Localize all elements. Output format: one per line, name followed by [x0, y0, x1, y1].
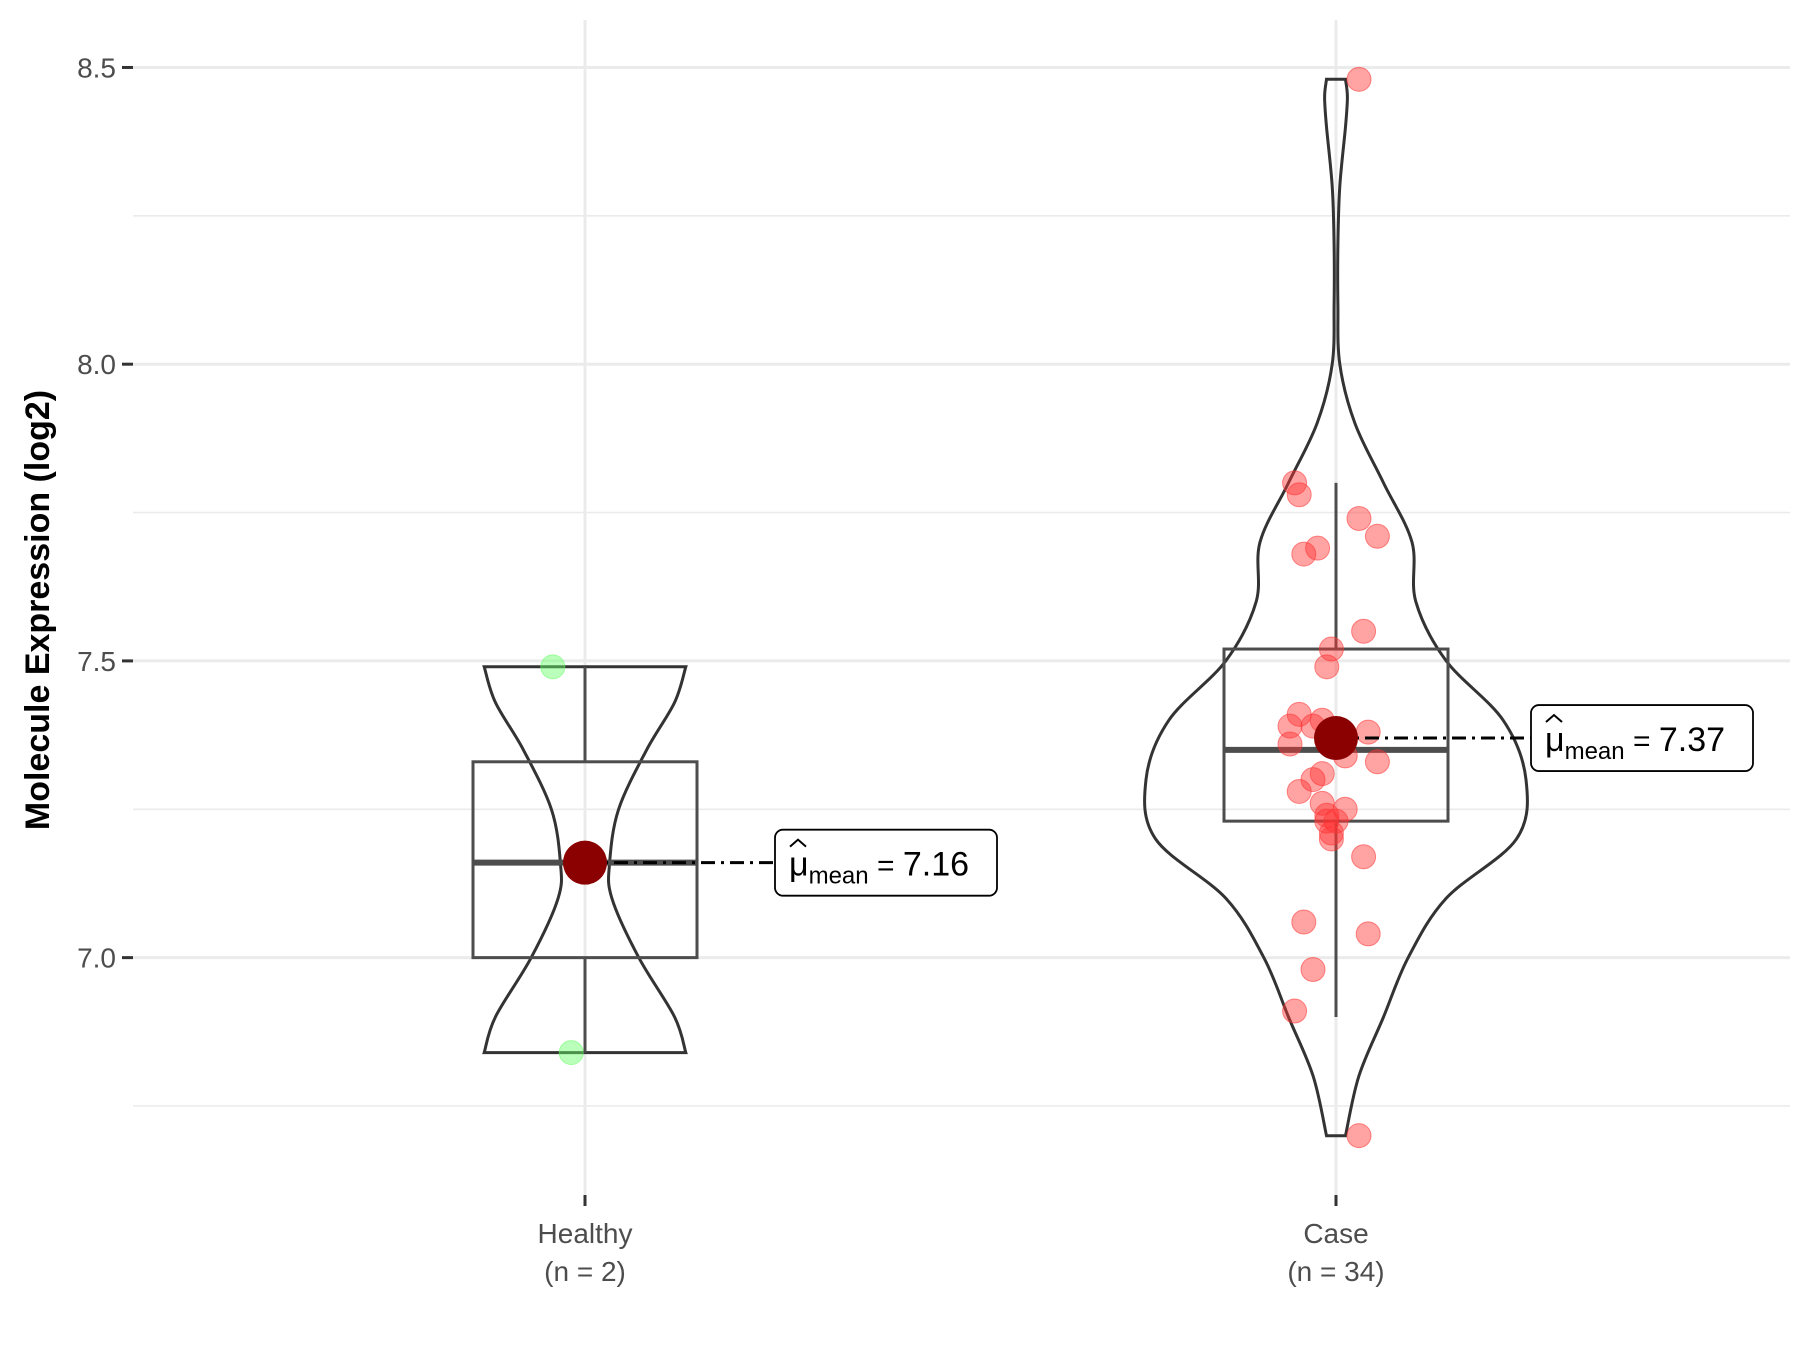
- violin: [1143, 77, 1529, 1138]
- data-point: [1355, 719, 1381, 745]
- data-point: [1346, 66, 1372, 92]
- data-point: [1282, 998, 1308, 1024]
- y-axis-title: Molecule Expression (log2): [19, 390, 57, 830]
- mean-symbol: μ: [1545, 721, 1565, 759]
- mean-hat: [789, 838, 807, 848]
- data-point: [1364, 749, 1390, 775]
- violin: [482, 665, 688, 1055]
- mean-label: μmean = 7.37: [1530, 704, 1754, 772]
- data-point: [1355, 921, 1381, 947]
- y-tick-label: 7.0: [77, 943, 116, 974]
- box: [1222, 647, 1450, 823]
- y-axis: 7.0 7.5 8.0 8.5: [77, 52, 133, 974]
- mean-label-box: [1530, 704, 1754, 772]
- data-point: [1277, 713, 1303, 739]
- data-point: [540, 654, 566, 680]
- data-point: [1314, 654, 1340, 680]
- data-point: [1286, 482, 1312, 508]
- mean-equals: =: [1625, 725, 1659, 758]
- data-point: [1300, 956, 1326, 982]
- mean-label-text: μmean = 7.37: [1545, 721, 1725, 765]
- x-tick-label: Case: [1303, 1218, 1368, 1249]
- y-tick-label: 8.0: [77, 349, 116, 380]
- mean-value: 7.16: [903, 846, 969, 884]
- mean-subscript: mean: [809, 863, 869, 890]
- mean-hat: [1545, 713, 1563, 723]
- x-tick-sublabel: (n = 2): [544, 1256, 626, 1287]
- data-point: [1305, 535, 1331, 561]
- mean-value: 7.37: [1659, 721, 1725, 759]
- data-point: [1346, 1123, 1372, 1149]
- x-axis: Healthy (n = 2) Case (n = 34): [538, 1195, 1385, 1287]
- data-point: [1291, 541, 1317, 567]
- data-point: [1346, 505, 1372, 531]
- data-point: [558, 1040, 584, 1066]
- x-tick-label: Healthy: [538, 1218, 633, 1249]
- y-tick-label: 8.5: [77, 52, 116, 83]
- data-point: [1351, 618, 1377, 644]
- data-point: [1318, 820, 1344, 846]
- data-point: [1286, 778, 1312, 804]
- data-point: [1364, 523, 1390, 549]
- mean-marker: [563, 840, 607, 885]
- group-healthy: μmean = 7.16: [471, 654, 998, 1066]
- mean-subscript: mean: [1565, 738, 1625, 765]
- y-tick-label: 7.5: [77, 646, 116, 677]
- mean-symbol: μ: [789, 846, 809, 884]
- mean-label: μmean = 7.16: [774, 828, 998, 897]
- data-point: [1291, 909, 1317, 935]
- group-case: μmean = 7.37: [1143, 66, 1754, 1149]
- mean-equals: =: [869, 850, 903, 883]
- data-point: [1351, 844, 1377, 870]
- data-point: [1318, 826, 1344, 852]
- x-tick-sublabel: (n = 34): [1287, 1256, 1384, 1287]
- mean-label-text: μmean = 7.16: [789, 846, 969, 890]
- mean-label-box: [774, 828, 998, 897]
- grid: [133, 20, 1790, 1195]
- mean-marker: [1314, 716, 1358, 761]
- data-point: [1277, 731, 1303, 757]
